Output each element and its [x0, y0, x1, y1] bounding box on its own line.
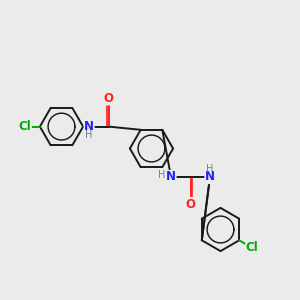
Text: H: H [85, 130, 93, 140]
Text: H: H [158, 170, 166, 181]
Text: O: O [103, 92, 114, 105]
Text: H: H [206, 164, 214, 174]
Text: N: N [205, 170, 215, 184]
Text: Cl: Cl [246, 241, 259, 254]
Text: Cl: Cl [19, 120, 31, 133]
Text: N: N [166, 170, 176, 184]
Text: N: N [84, 120, 94, 133]
Text: O: O [185, 197, 196, 211]
